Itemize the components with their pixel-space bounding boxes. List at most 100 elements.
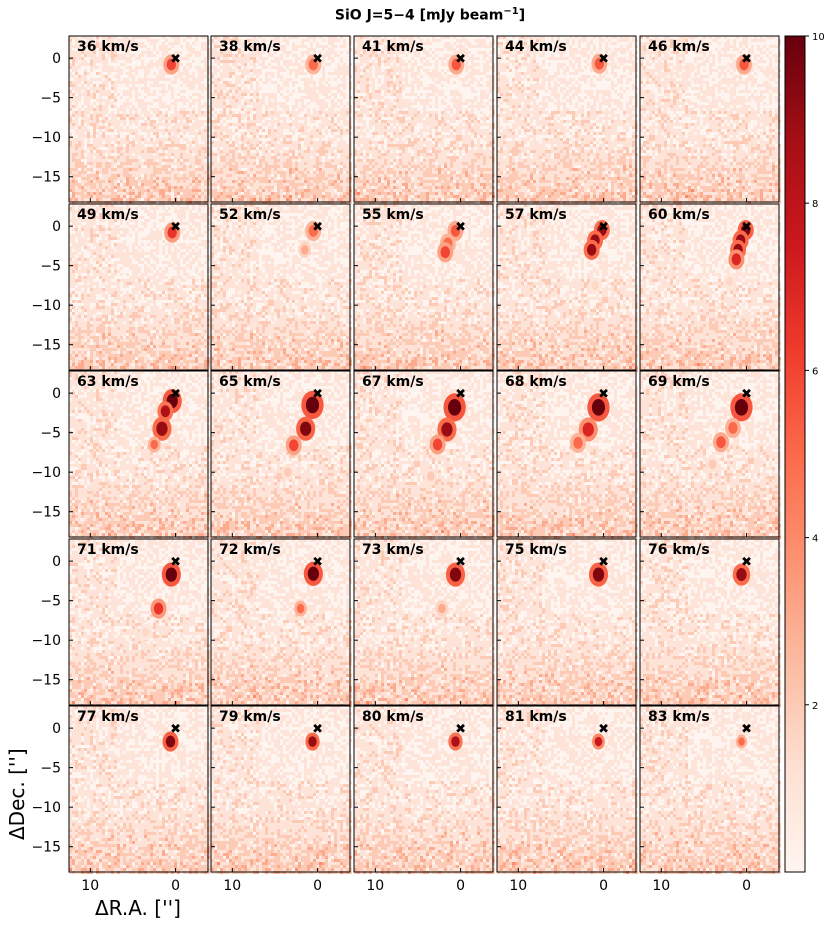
emission-peak bbox=[167, 226, 177, 239]
emission-peak bbox=[451, 58, 462, 71]
panel-noise bbox=[497, 539, 638, 707]
panel-noise bbox=[497, 706, 638, 874]
y-tick-label: −5 bbox=[40, 761, 61, 777]
emission-peak bbox=[738, 737, 745, 746]
emission-peak bbox=[165, 567, 177, 582]
panel-velocity-label: 83 km/s bbox=[648, 709, 710, 725]
emission-peak bbox=[141, 627, 150, 638]
x-tick-label: 10 bbox=[652, 878, 670, 894]
figure-title: SiO J=5−4 [mJy beam−1] bbox=[0, 6, 831, 24]
source-marker-icon: ✖ bbox=[455, 722, 466, 737]
panel-noise bbox=[211, 841, 352, 874]
emission-peak bbox=[448, 399, 462, 416]
panel-velocity-label: 71 km/s bbox=[77, 542, 139, 558]
source-marker-icon: ✖ bbox=[455, 220, 466, 235]
colorbar-tick-label: 10 bbox=[812, 32, 825, 43]
panel-noise bbox=[69, 371, 210, 539]
panel-velocity-label: 68 km/s bbox=[505, 374, 567, 390]
panel-noise bbox=[211, 665, 352, 707]
panel-frame bbox=[496, 538, 637, 706]
panel-frame bbox=[353, 203, 494, 371]
panel-noise bbox=[211, 497, 352, 539]
panel-velocity-label: 57 km/s bbox=[505, 207, 567, 223]
source-marker-icon: ✖ bbox=[598, 722, 609, 737]
panel-velocity-label: 67 km/s bbox=[362, 374, 424, 390]
emission-peak bbox=[296, 603, 305, 614]
panel-frame bbox=[639, 538, 780, 706]
panel-noise bbox=[354, 665, 489, 707]
source-marker-icon: ✖ bbox=[741, 52, 752, 67]
panel-noise bbox=[354, 204, 495, 372]
emission-peak bbox=[432, 438, 443, 451]
y-tick-label: −15 bbox=[31, 170, 61, 186]
y-tick-label: 0 bbox=[52, 386, 61, 402]
source-marker-icon: ✖ bbox=[598, 220, 609, 235]
colorbar-tick-label: 4 bbox=[812, 534, 818, 545]
panel-noise bbox=[354, 165, 492, 204]
panel-noise bbox=[211, 539, 352, 707]
emission-peak bbox=[708, 459, 717, 470]
emission-peak bbox=[166, 58, 177, 71]
emission-peak bbox=[594, 57, 605, 70]
panel-velocity-label: 77 km/s bbox=[77, 709, 139, 725]
emission-peak bbox=[728, 421, 738, 434]
panel-noise bbox=[640, 677, 781, 707]
panel-noise bbox=[69, 36, 210, 204]
panel-noise bbox=[640, 204, 781, 372]
panel-noise bbox=[354, 371, 495, 539]
panel-velocity-label: 81 km/s bbox=[505, 709, 567, 725]
panel-noise bbox=[69, 168, 210, 204]
emission-peak bbox=[450, 224, 461, 237]
panel-frame bbox=[210, 538, 351, 706]
panel-noise bbox=[497, 500, 638, 539]
panel-noise bbox=[640, 371, 781, 539]
colorbar bbox=[784, 35, 806, 873]
panel-velocity-label: 60 km/s bbox=[648, 207, 710, 223]
panel-noise bbox=[590, 701, 593, 704]
y-tick-label: −15 bbox=[31, 338, 61, 354]
panel-noise bbox=[69, 204, 210, 372]
panel-noise bbox=[640, 497, 781, 539]
panel-frame bbox=[353, 705, 494, 873]
y-tick-label: −10 bbox=[31, 800, 61, 816]
y-tick-label: −10 bbox=[31, 465, 61, 481]
panel-noise bbox=[497, 371, 638, 539]
panel-velocity-label: 65 km/s bbox=[219, 374, 281, 390]
panel-frame bbox=[210, 203, 351, 371]
panel-velocity-label: 72 km/s bbox=[219, 542, 281, 558]
y-tick-label: −15 bbox=[31, 673, 61, 689]
panel-frame bbox=[639, 370, 780, 538]
emission-peak bbox=[716, 436, 726, 449]
x-tick-label: 10 bbox=[81, 878, 99, 894]
source-marker-icon: ✖ bbox=[170, 52, 181, 67]
emission-peak bbox=[739, 58, 749, 71]
y-tick-label: −15 bbox=[31, 840, 61, 856]
x-tick-label: 10 bbox=[509, 878, 527, 894]
y-tick-label: −5 bbox=[40, 426, 61, 442]
y-tick-label: 0 bbox=[52, 721, 61, 737]
emission-peak bbox=[586, 243, 597, 256]
y-tick-label: −5 bbox=[40, 91, 61, 107]
panel-velocity-label: 79 km/s bbox=[219, 709, 281, 725]
panel-noise bbox=[214, 168, 352, 204]
panel-noise bbox=[497, 204, 638, 372]
y-tick-label: 0 bbox=[52, 554, 61, 570]
emission-peak bbox=[305, 396, 320, 414]
x-axis-label: ΔR.A. [''] bbox=[95, 896, 181, 920]
panel-noise bbox=[640, 706, 781, 874]
panel-frame bbox=[210, 705, 351, 873]
emission-peak bbox=[153, 602, 164, 615]
emission-peak bbox=[307, 566, 319, 581]
x-tick-label: 0 bbox=[456, 878, 465, 894]
panel-noise bbox=[211, 371, 352, 539]
source-marker-icon: ✖ bbox=[741, 220, 752, 235]
emission-peak bbox=[594, 736, 603, 747]
panel-noise bbox=[354, 706, 495, 874]
source-marker-icon: ✖ bbox=[170, 387, 181, 402]
panel-velocity-label: 44 km/s bbox=[505, 39, 567, 55]
y-tick-label: −10 bbox=[31, 298, 61, 314]
source-marker-icon: ✖ bbox=[598, 52, 609, 67]
panel-frame bbox=[353, 538, 494, 706]
